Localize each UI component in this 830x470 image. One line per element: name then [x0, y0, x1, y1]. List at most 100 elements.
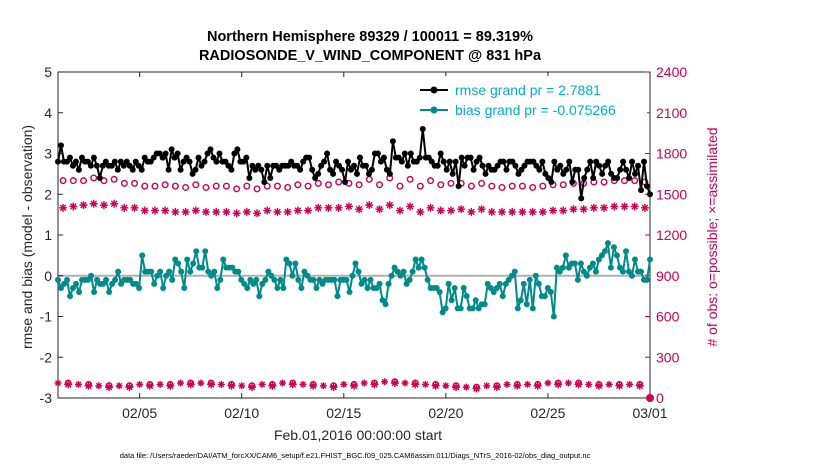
bias-point: [559, 264, 566, 271]
rmse-point: [461, 162, 468, 169]
obs-possible-marker: [69, 177, 77, 185]
bias-point: [361, 276, 368, 283]
x-tick-label: 03/01: [632, 405, 667, 421]
obs-possible-marker: [110, 175, 118, 183]
rmse-point: [258, 166, 265, 173]
rmse-point: [470, 166, 477, 173]
bias-point: [91, 289, 98, 296]
obs-assimilated-marker: [263, 206, 272, 215]
obs-assimilated-bottom-marker: [340, 380, 348, 388]
obs-possible-marker: [539, 182, 547, 190]
bias-point: [136, 284, 143, 291]
bias-point: [643, 276, 650, 283]
y-axis-label-left: rmse and bias (model - observation): [19, 125, 35, 349]
y-axis-label-right: # of obs: o=possible; ×=assimilated: [704, 127, 720, 346]
bias-point: [607, 264, 614, 271]
obs-assimilated-bottom-marker: [156, 380, 164, 388]
obs-assimilated-marker: [640, 203, 649, 212]
rmse-point: [228, 166, 235, 173]
bias-point: [445, 280, 452, 287]
bias-point: [346, 289, 353, 296]
rmse-point: [437, 150, 444, 157]
bias-point: [601, 248, 608, 255]
obs-possible-marker: [233, 185, 241, 193]
obs-assimilated-bottom-marker: [217, 380, 225, 388]
obs-assimilated-bottom-marker: [401, 379, 409, 387]
y-tick-label-left: 3: [44, 146, 52, 162]
rmse-point: [647, 191, 653, 198]
rmse-point: [234, 146, 241, 153]
bias-point: [385, 280, 392, 287]
obs-assimilated-marker: [181, 207, 190, 216]
rmse-point: [330, 170, 337, 177]
obs-assimilated-marker: [589, 203, 598, 212]
bias-point: [139, 252, 146, 259]
bias-point: [55, 276, 61, 283]
obs-possible-marker: [437, 181, 445, 189]
rmse-point: [55, 158, 61, 165]
rmse-point: [324, 150, 331, 157]
bias-point: [577, 260, 584, 267]
rmse-point: [216, 150, 223, 157]
bias-point: [631, 256, 638, 263]
obs-assimilated-bottom-marker: [442, 382, 450, 390]
bias-point: [622, 248, 629, 255]
obs-assimilated-bottom-marker: [166, 381, 175, 390]
obs-assimilated-marker: [314, 203, 323, 212]
bias-point: [271, 276, 278, 283]
rmse-point: [168, 146, 175, 153]
bias-point: [571, 260, 578, 267]
rmse-point: [192, 166, 199, 173]
bias-point: [115, 268, 122, 275]
bias-point: [448, 297, 455, 304]
bias-point: [376, 280, 383, 287]
obs-assimilated-bottom-marker: [350, 381, 358, 390]
y-tick-label-left: 5: [44, 64, 52, 80]
obs-assimilated-bottom-marker: [64, 380, 73, 389]
bias-point: [184, 256, 191, 263]
bias-point: [355, 268, 362, 275]
rmse-point: [213, 158, 220, 165]
bias-point: [199, 264, 206, 271]
bias-point: [343, 276, 350, 283]
data-file-footer: data file: /Users/raeder/DAI/ATM_forcXX/…: [120, 451, 591, 460]
obs-assimilated-bottom-marker: [115, 382, 123, 390]
bias-point: [514, 305, 521, 312]
obs-possible-marker: [600, 178, 608, 186]
bias-point: [313, 284, 320, 291]
obs-possible-marker: [171, 182, 179, 190]
obs-possible-marker: [467, 182, 475, 190]
rmse-point: [339, 166, 346, 173]
obs-assimilated-bottom-marker: [186, 380, 195, 389]
bias-point: [67, 293, 74, 300]
bias-point: [214, 284, 221, 291]
rmse-point: [584, 166, 591, 173]
rmse-point: [380, 154, 387, 161]
bias-point: [463, 293, 470, 300]
obs-assimilated-bottom-marker: [279, 379, 287, 387]
obs-assimilated-bottom-marker: [564, 379, 572, 387]
obs-assimilated-marker: [436, 206, 445, 215]
obs-possible-marker: [212, 182, 220, 190]
rmse-point: [644, 183, 651, 190]
bias-point: [604, 240, 611, 247]
obs-assimilated-marker: [120, 203, 129, 212]
bias-point: [496, 280, 503, 287]
obs-assimilated-bottom-marker: [258, 380, 266, 388]
y-tick-label-left: 2: [44, 186, 52, 202]
bias-point: [517, 297, 524, 304]
obs-possible-marker: [559, 181, 567, 189]
obs-possible-marker: [90, 174, 98, 182]
rmse-point: [342, 179, 349, 186]
obs-assimilated-marker: [304, 206, 313, 215]
rmse-point: [389, 138, 396, 145]
bias-point: [202, 248, 209, 255]
obs-assimilated-bottom-marker: [136, 380, 144, 388]
obs-assimilated-bottom-marker: [227, 381, 236, 390]
obs-assimilated-marker: [375, 205, 384, 214]
bias-point: [244, 284, 251, 291]
rmse-point: [407, 150, 414, 157]
rmse-point: [386, 170, 393, 177]
